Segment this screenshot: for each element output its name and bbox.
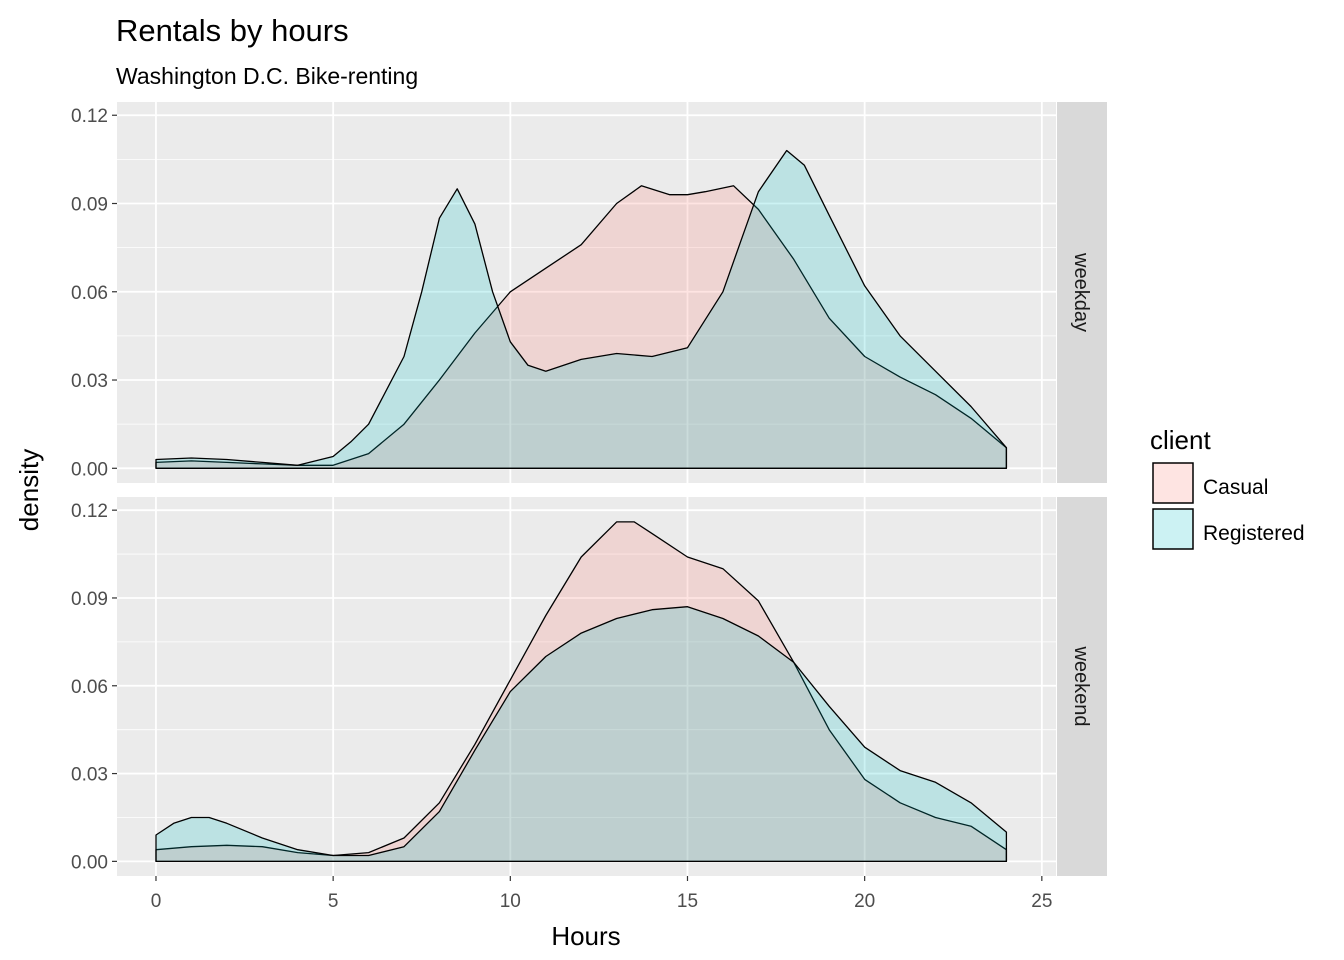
y-tick-label: 0.09 (71, 589, 108, 610)
facet-label-weekend: weekend (1070, 645, 1092, 726)
legend-label-casual: Casual (1203, 476, 1268, 499)
y-tick-label: 0.03 (71, 765, 108, 786)
y-tick-label: 0.09 (71, 195, 108, 216)
legend-label-registered: Registered (1203, 522, 1305, 545)
y-tick-label: 0.12 (71, 501, 108, 522)
legend-title: client (1150, 425, 1211, 455)
density-area-casual (155, 521, 1008, 863)
x-tick-label: 10 (500, 891, 521, 912)
facet-panels: 0.000.030.060.090.12weekday0.000.030.060… (71, 102, 1107, 876)
y-tick-label: 0.00 (71, 459, 108, 480)
y-tick-label: 0.12 (71, 106, 108, 127)
x-axis-title: Hours (551, 921, 620, 951)
y-axis-title: density (14, 449, 44, 531)
density-area-registered (155, 606, 1008, 863)
y-tick-label: 0.03 (71, 371, 108, 392)
facet-strip (1057, 497, 1107, 876)
y-tick-label: 0.00 (71, 852, 108, 873)
chart-title: Rentals by hours (116, 13, 349, 48)
y-tick-label: 0.06 (71, 283, 108, 304)
y-tick-label: 0.06 (71, 677, 108, 698)
chart-subtitle: Washington D.C. Bike-renting (116, 63, 418, 89)
facet-label-weekday: weekday (1070, 252, 1092, 332)
legend: client Casual Registered (1150, 425, 1305, 550)
panel-weekend: 0.00 0.03 0.06 0.09 0.12 weekend (71, 497, 1107, 876)
x-tick-label: 5 (328, 891, 339, 912)
x-axis: 0 5 10 15 20 25 (151, 876, 1052, 912)
x-tick-label: 15 (677, 891, 698, 912)
panel-weekday: 0.00 0.03 0.06 0.09 0.12 weekday (71, 102, 1107, 483)
legend-key-registered (1152, 508, 1194, 550)
density-area-registered (155, 149, 1008, 469)
facet-strip (1057, 102, 1107, 483)
x-tick-label: 20 (854, 891, 875, 912)
legend-key-casual (1152, 462, 1194, 504)
x-tick-label: 0 (151, 891, 162, 912)
x-tick-label: 25 (1031, 891, 1052, 912)
